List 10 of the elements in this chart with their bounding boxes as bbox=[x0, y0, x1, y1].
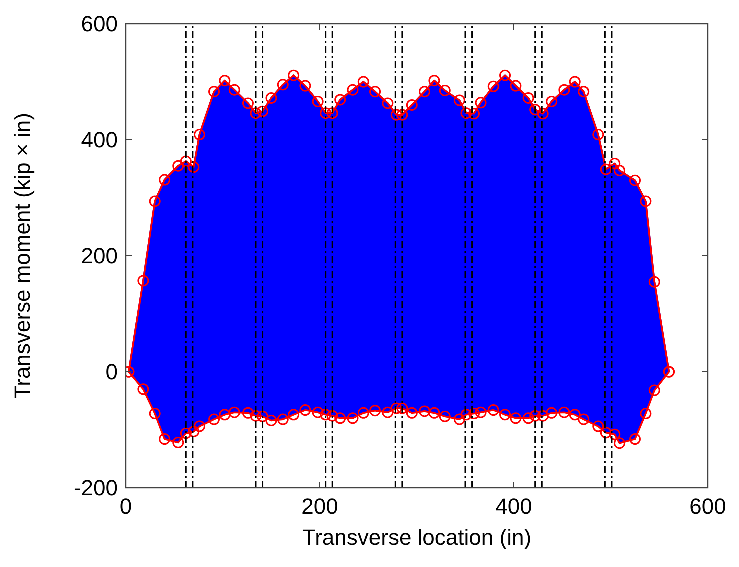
x-tick-label: 400 bbox=[496, 494, 532, 519]
y-tick-label: 0 bbox=[106, 360, 118, 385]
y-tick-label: 600 bbox=[81, 12, 118, 37]
y-tick-label: 400 bbox=[81, 128, 118, 153]
y-axis-title: Transverse moment (kip × in) bbox=[10, 113, 35, 399]
y-tick-label: -200 bbox=[74, 476, 118, 501]
y-tick-label: 200 bbox=[81, 244, 118, 269]
x-tick-label: 200 bbox=[302, 494, 338, 519]
x-tick-label: 600 bbox=[690, 494, 726, 519]
x-axis-title: Transverse location (in) bbox=[302, 525, 532, 550]
